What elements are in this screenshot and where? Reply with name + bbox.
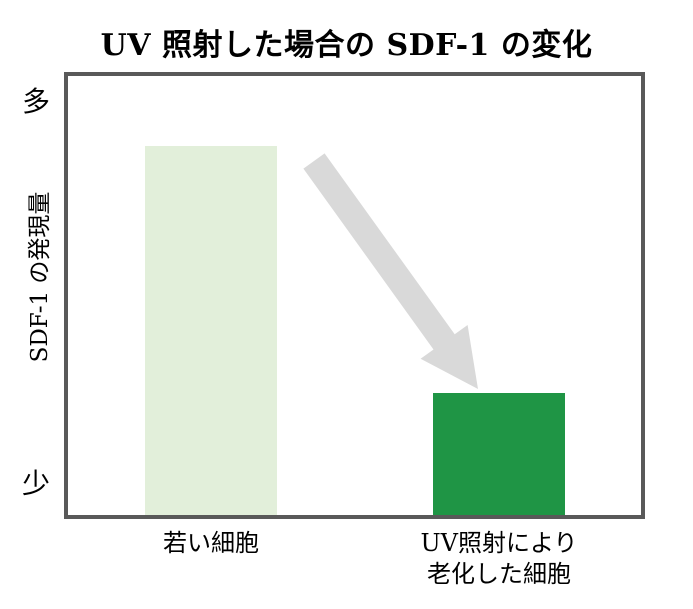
x-category-label-aged-line2: 老化した細胞: [427, 560, 571, 589]
y-axis-title: SDF-1 の発現量: [27, 191, 53, 363]
chart-title: UV 照射した場合の SDF-1 の変化: [100, 28, 593, 63]
x-category-label-aged-line1: UV照射により: [420, 529, 578, 557]
x-category-label-young: 若い細胞: [81, 528, 341, 559]
y-axis-min-label: 少: [21, 467, 50, 500]
plot-area: [64, 72, 645, 519]
y-axis-max-label: 多: [21, 85, 50, 118]
bar-young-cells: [145, 146, 277, 515]
x-category-label-young-line1: 若い細胞: [163, 529, 259, 557]
bar-uv-aged-cells: [433, 393, 565, 515]
x-category-label-aged: UV照射により 老化した細胞: [369, 528, 629, 590]
